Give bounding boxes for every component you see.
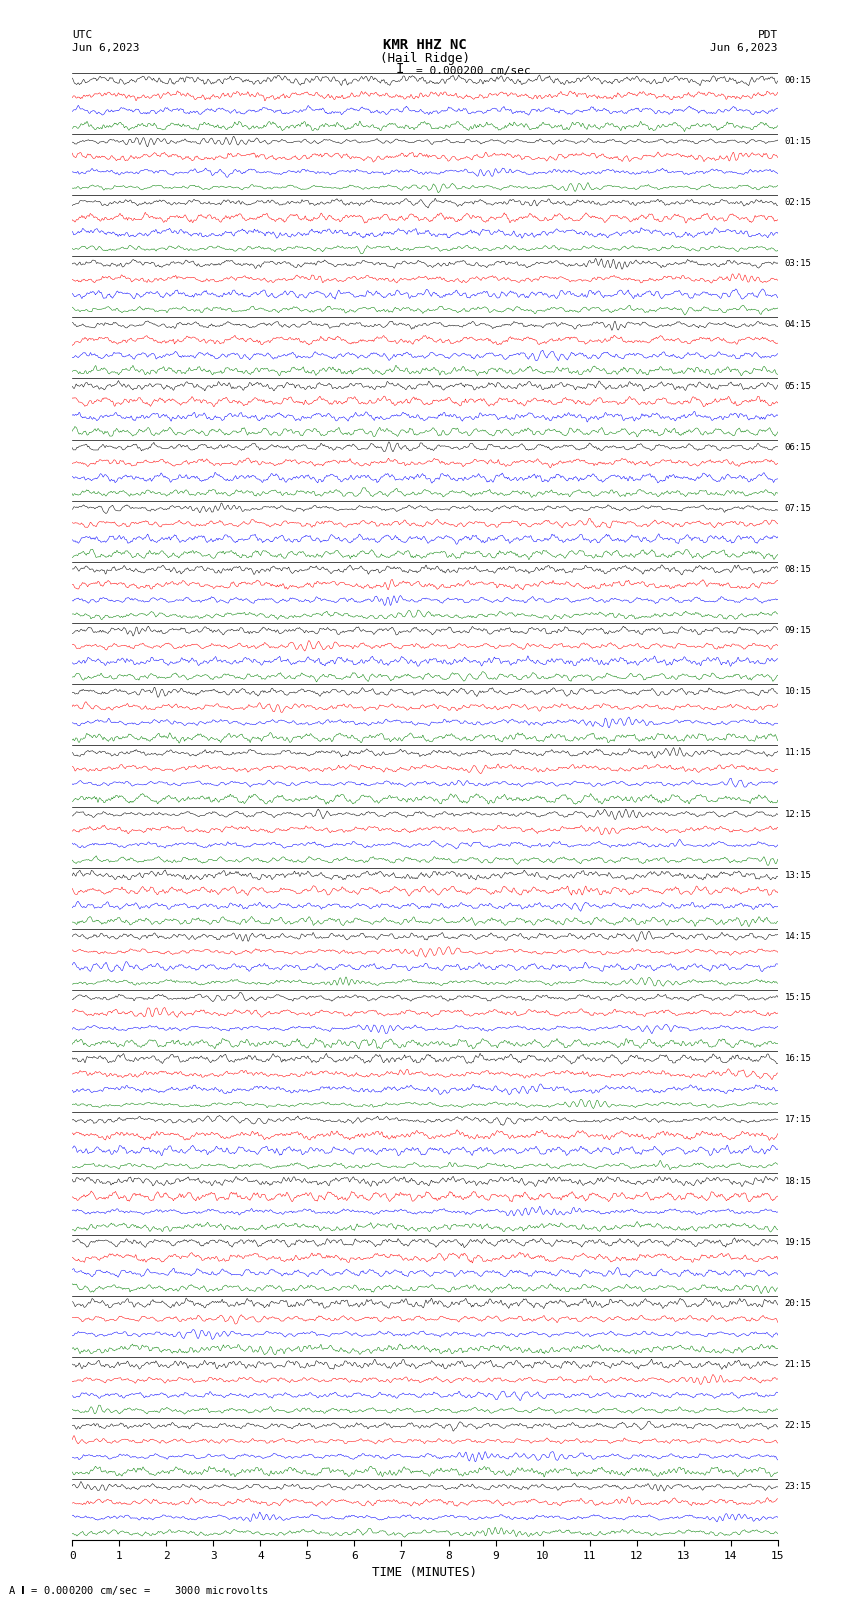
Text: I: I bbox=[395, 61, 404, 76]
Text: UTC: UTC bbox=[72, 31, 93, 40]
Text: 00:15: 00:15 bbox=[785, 76, 812, 85]
Text: 19:15: 19:15 bbox=[785, 1237, 812, 1247]
Text: 22:15: 22:15 bbox=[785, 1421, 812, 1431]
Text: 12:15: 12:15 bbox=[785, 810, 812, 819]
Text: Jun 6,2023: Jun 6,2023 bbox=[72, 44, 139, 53]
Text: 10:15: 10:15 bbox=[785, 687, 812, 697]
Text: PDT: PDT bbox=[757, 31, 778, 40]
Text: 04:15: 04:15 bbox=[785, 321, 812, 329]
Text: 14:15: 14:15 bbox=[785, 932, 812, 940]
Text: KMR HHZ NC: KMR HHZ NC bbox=[383, 37, 467, 52]
Text: 07:15: 07:15 bbox=[785, 503, 812, 513]
Text: (Hail Ridge): (Hail Ridge) bbox=[380, 52, 470, 65]
Text: 16:15: 16:15 bbox=[785, 1055, 812, 1063]
Text: 20:15: 20:15 bbox=[785, 1298, 812, 1308]
Text: 06:15: 06:15 bbox=[785, 442, 812, 452]
Text: 09:15: 09:15 bbox=[785, 626, 812, 636]
Text: 18:15: 18:15 bbox=[785, 1176, 812, 1186]
Text: 23:15: 23:15 bbox=[785, 1482, 812, 1492]
Text: 13:15: 13:15 bbox=[785, 871, 812, 879]
Text: 21:15: 21:15 bbox=[785, 1360, 812, 1369]
Text: 15:15: 15:15 bbox=[785, 994, 812, 1002]
Text: 05:15: 05:15 bbox=[785, 382, 812, 390]
X-axis label: TIME (MINUTES): TIME (MINUTES) bbox=[372, 1566, 478, 1579]
Text: 03:15: 03:15 bbox=[785, 260, 812, 268]
Text: 11:15: 11:15 bbox=[785, 748, 812, 758]
Text: 02:15: 02:15 bbox=[785, 198, 812, 206]
Text: A $\bf{I}$ = 0.000200 cm/sec =    3000 microvolts: A $\bf{I}$ = 0.000200 cm/sec = 3000 micr… bbox=[8, 1584, 269, 1597]
Text: 17:15: 17:15 bbox=[785, 1116, 812, 1124]
Text: 01:15: 01:15 bbox=[785, 137, 812, 145]
Text: Jun 6,2023: Jun 6,2023 bbox=[711, 44, 778, 53]
Text: = 0.000200 cm/sec: = 0.000200 cm/sec bbox=[416, 66, 531, 76]
Text: 08:15: 08:15 bbox=[785, 565, 812, 574]
